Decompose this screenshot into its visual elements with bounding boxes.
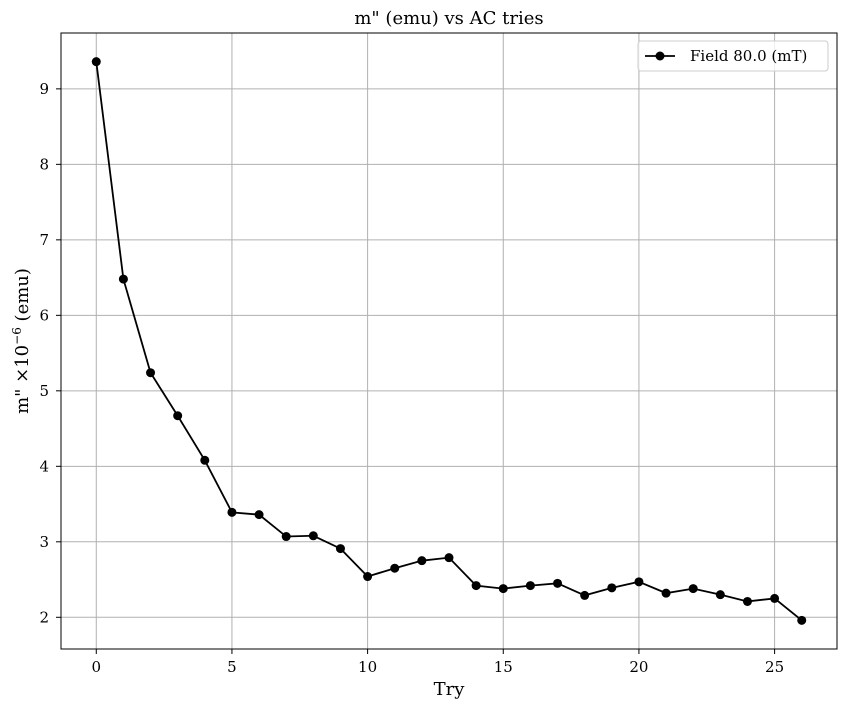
data-point bbox=[770, 593, 780, 603]
data-point bbox=[91, 57, 101, 67]
y-axis-label-main: m" ×10 bbox=[12, 345, 33, 414]
data-point bbox=[742, 596, 752, 606]
data-point bbox=[200, 455, 210, 465]
data-point bbox=[227, 507, 237, 517]
y-tick-label: 8 bbox=[39, 155, 49, 173]
data-point bbox=[254, 510, 264, 520]
data-point bbox=[634, 577, 644, 587]
data-point bbox=[308, 531, 318, 541]
legend-box bbox=[637, 40, 829, 72]
legend-label: Field 80.0 (mT) bbox=[690, 47, 807, 65]
data-point bbox=[797, 615, 807, 625]
x-tick-label: 20 bbox=[629, 658, 648, 676]
data-point bbox=[281, 532, 291, 542]
x-tick-label: 10 bbox=[358, 658, 377, 676]
chart-title: m" (emu) vs AC tries bbox=[354, 8, 543, 29]
data-point bbox=[580, 590, 590, 600]
data-point bbox=[417, 556, 427, 566]
legend: Field 80.0 (mT) bbox=[637, 40, 829, 72]
y-tick-label: 2 bbox=[39, 608, 49, 626]
y-tick-label: 9 bbox=[39, 80, 49, 98]
data-point bbox=[498, 584, 508, 594]
data-point bbox=[471, 581, 481, 591]
data-point bbox=[146, 368, 156, 378]
x-tick-label: 15 bbox=[494, 658, 513, 676]
plot-frame bbox=[60, 32, 838, 650]
data-point bbox=[118, 274, 128, 284]
series-line bbox=[95, 61, 803, 622]
y-tick-label: 5 bbox=[39, 382, 49, 400]
legend-marker-icon bbox=[655, 51, 665, 61]
x-tick-label: 5 bbox=[227, 658, 237, 676]
x-axis-label: Try bbox=[434, 679, 466, 700]
data-point bbox=[335, 544, 345, 554]
x-tick-label: 25 bbox=[765, 658, 784, 676]
data-point bbox=[363, 572, 373, 582]
data-point bbox=[390, 563, 400, 573]
data-point bbox=[688, 584, 698, 594]
data-point bbox=[661, 588, 671, 598]
y-axis-label: m" ×10−6 (emu) bbox=[10, 268, 33, 414]
y-axis-label-exponent: −6 bbox=[10, 327, 24, 345]
data-point bbox=[444, 553, 454, 563]
grid-lines bbox=[61, 33, 837, 649]
y-axis-label-unit: (emu) bbox=[12, 268, 33, 327]
data-point bbox=[525, 581, 535, 591]
data-point bbox=[173, 411, 183, 421]
data-point bbox=[715, 590, 725, 600]
y-tick-label: 6 bbox=[39, 306, 49, 324]
series-layer bbox=[91, 57, 807, 625]
y-tick-label: 3 bbox=[39, 533, 49, 551]
x-ticks: 0 5 10 15 20 25 bbox=[91, 649, 784, 676]
y-tick-label: 4 bbox=[39, 457, 49, 475]
x-tick-label: 0 bbox=[91, 658, 101, 676]
y-ticks: 2 3 4 5 6 7 8 9 bbox=[39, 80, 61, 626]
data-point bbox=[607, 583, 617, 593]
data-point bbox=[553, 578, 563, 588]
y-tick-label: 7 bbox=[39, 231, 49, 249]
